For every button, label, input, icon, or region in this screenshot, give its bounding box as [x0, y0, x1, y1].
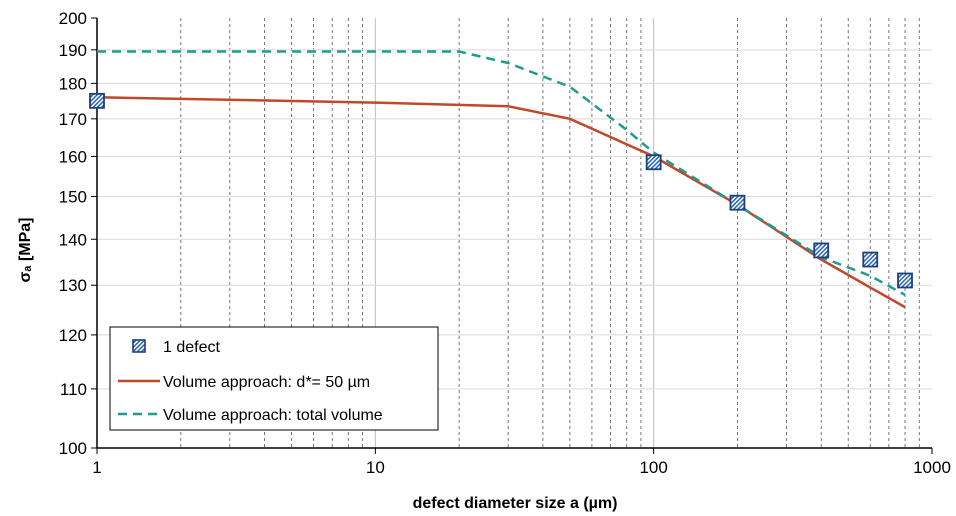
y-tick-label: 160	[59, 147, 87, 166]
y-tick-label: 140	[59, 230, 87, 249]
legend-label-2: Volume approach: total volume	[163, 407, 383, 424]
y-tick-label: 170	[59, 110, 87, 129]
x-tick-label: 1	[92, 458, 101, 477]
legend-box	[109, 326, 439, 431]
legend-marker-0	[132, 339, 146, 353]
y-tick-label: 110	[60, 380, 87, 399]
data-marker	[897, 272, 913, 289]
data-marker	[645, 154, 662, 171]
axes	[91, 17, 933, 454]
y-tick-label: 200	[59, 9, 87, 28]
x-tick-labels: 1 10 100 1000	[92, 458, 951, 477]
y-tick-label: 190	[59, 41, 87, 60]
x-tick-label: 10	[366, 458, 385, 477]
legend-label-1: Volume approach: d*= 50 µm	[163, 374, 370, 391]
data-marker	[89, 92, 105, 109]
y-tick-label: 100	[59, 439, 87, 458]
x-tick-label: 1000	[913, 458, 951, 477]
y-tick-labels: 100 110 120 130 140 150 160 170 180 190 200	[59, 9, 87, 458]
y-tick-label: 180	[59, 74, 87, 93]
series-layer	[89, 50, 913, 309]
y-axis-title: σₐ [MPa]	[17, 218, 34, 283]
x-axis-title: defect diameter size a (µm)	[413, 495, 618, 512]
y-tick-label: 120	[59, 326, 87, 345]
y-tick-label: 150	[59, 187, 87, 206]
data-marker	[813, 242, 830, 259]
data-marker	[862, 251, 879, 268]
legend-label-0: 1 defect	[163, 339, 220, 356]
y-tick-label: 130	[59, 276, 87, 295]
data-marker	[729, 194, 746, 211]
x-tick-label: 100	[639, 458, 667, 477]
legend: 1 defect Volume approach: d*= 50 µm Volume…	[109, 326, 439, 431]
